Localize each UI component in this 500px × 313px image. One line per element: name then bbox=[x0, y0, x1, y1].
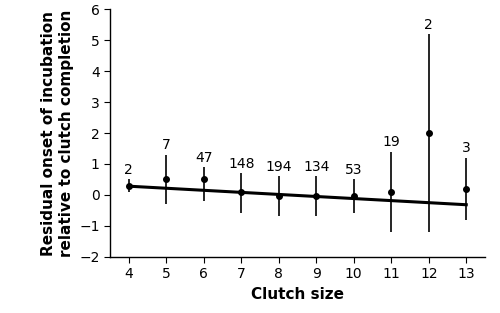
Text: 7: 7 bbox=[162, 138, 170, 152]
Text: 2: 2 bbox=[424, 18, 433, 32]
Text: 19: 19 bbox=[382, 135, 400, 149]
Text: 148: 148 bbox=[228, 157, 254, 171]
Y-axis label: Residual onset of incubation
relative to clutch completion: Residual onset of incubation relative to… bbox=[41, 9, 74, 257]
X-axis label: Clutch size: Clutch size bbox=[251, 287, 344, 302]
Text: 194: 194 bbox=[266, 160, 292, 174]
Text: 2: 2 bbox=[124, 163, 133, 177]
Text: 134: 134 bbox=[303, 160, 330, 174]
Text: 3: 3 bbox=[462, 141, 470, 155]
Text: 47: 47 bbox=[195, 151, 212, 165]
Text: 53: 53 bbox=[345, 163, 362, 177]
